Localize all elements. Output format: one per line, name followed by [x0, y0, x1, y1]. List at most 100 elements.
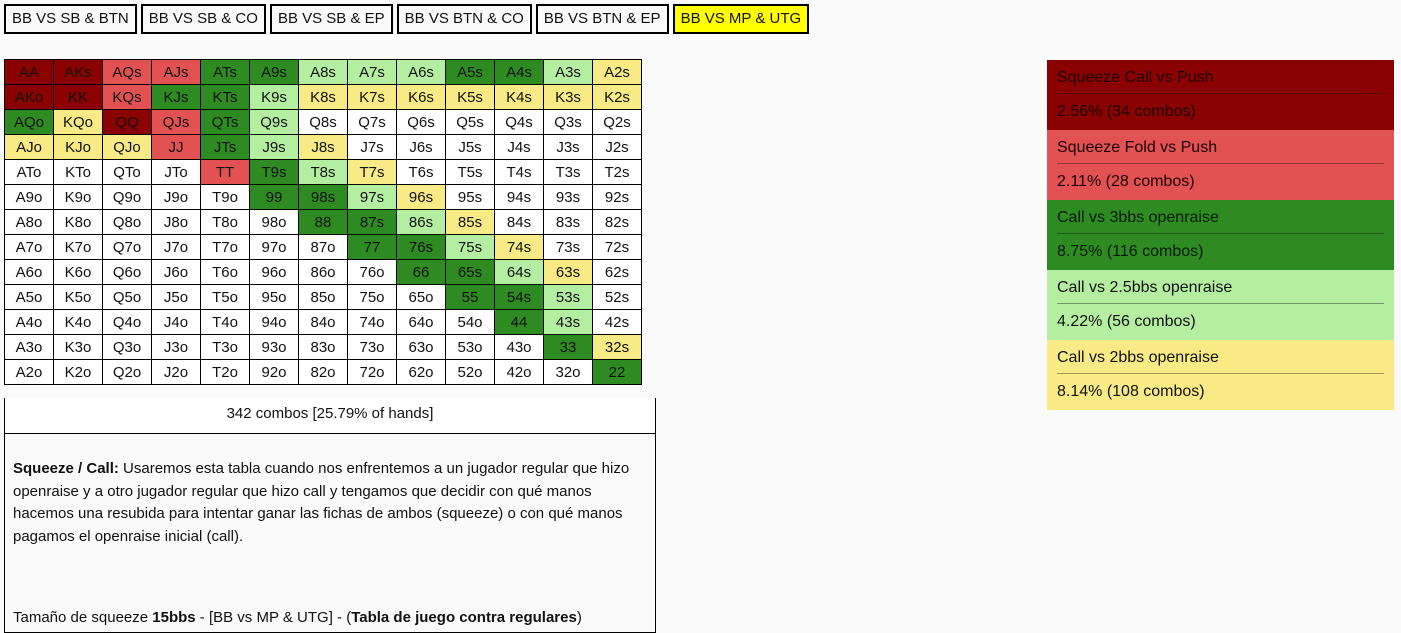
hand-cell: T7s: [347, 159, 397, 185]
hand-cell: 62o: [396, 359, 446, 385]
hand-cell: K9o: [53, 184, 103, 210]
description-body: Usaremos esta tabla cuando nos enfrentem…: [13, 460, 630, 545]
tab-bb-vs-mp-utg[interactable]: BB VS MP & UTG: [672, 4, 810, 34]
hand-cell: 42o: [494, 359, 544, 385]
hand-cell: 86o: [298, 259, 348, 285]
hand-cell: T2s: [592, 159, 642, 185]
hand-cell: Q8o: [102, 209, 152, 235]
hand-cell: Q3s: [543, 109, 593, 135]
hand-cell: ATo: [4, 159, 54, 185]
hand-cell: 96s: [396, 184, 446, 210]
hand-cell: J5s: [445, 134, 495, 160]
combos-summary: 342 combos [25.79% of hands]: [4, 398, 656, 434]
legend-call-2bbs: Call vs 2bbs openraise 8.14% (108 combos…: [1047, 340, 1394, 410]
hand-cell: 32o: [543, 359, 593, 385]
legend-title: Squeeze Call vs Push: [1057, 68, 1384, 94]
tab-bb-vs-btn-co[interactable]: BB VS BTN & CO: [396, 4, 532, 34]
hand-cell: Q3o: [102, 334, 152, 360]
hand-cell: Q4s: [494, 109, 544, 135]
hand-cell: K2o: [53, 359, 103, 385]
hand-cell: AJs: [151, 59, 201, 85]
legend-value: 8.14% (108 combos): [1057, 383, 1205, 400]
squeeze-size-prefix: Tamaño de squeeze: [13, 609, 153, 626]
squeeze-size-table: Tabla de juego contra regulares: [351, 609, 577, 626]
hand-cell: 54o: [445, 309, 495, 335]
grid-row: AQo KQo QQ QJs QTs Q9s Q8s Q7s Q6s Q5s Q4s Q3s Q2s: [4, 109, 642, 135]
legend-squeeze-call: Squeeze Call vs Push 2.56% (34 combos): [1047, 60, 1394, 130]
hand-cell: 32s: [592, 334, 642, 360]
hand-cell: K5s: [445, 84, 495, 110]
hand-cell: K4o: [53, 309, 103, 335]
hand-cell: 94s: [494, 184, 544, 210]
hand-cell: J7o: [151, 234, 201, 260]
hand-cell: T3o: [200, 334, 250, 360]
hand-cell: 43o: [494, 334, 544, 360]
hand-cell: 22: [592, 359, 642, 385]
hand-cell: QJo: [102, 134, 152, 160]
hand-cell: T7o: [200, 234, 250, 260]
hand-cell: 74s: [494, 234, 544, 260]
hand-cell: 98o: [249, 209, 299, 235]
hand-cell: J7s: [347, 134, 397, 160]
hand-cell: A9s: [249, 59, 299, 85]
hand-cell: J3o: [151, 334, 201, 360]
hand-cell: 85o: [298, 284, 348, 310]
hand-cell: T6s: [396, 159, 446, 185]
grid-row: A4o K4o Q4o J4o T4o 94o 84o 74o 64o 54o 44 43s 42s: [4, 309, 642, 335]
hand-cell: J2o: [151, 359, 201, 385]
hand-cell: T4o: [200, 309, 250, 335]
legend-call-2-5bbs: Call vs 2.5bbs openraise 4.22% (56 combo…: [1047, 270, 1394, 340]
hand-cell: Q6s: [396, 109, 446, 135]
hand-cell: A4s: [494, 59, 544, 85]
hand-cell: 74o: [347, 309, 397, 335]
hand-cell: TT: [200, 159, 250, 185]
tab-bb-vs-sb-ep[interactable]: BB VS SB & EP: [269, 4, 393, 34]
hand-cell: 92s: [592, 184, 642, 210]
description-panel: Squeeze / Call: Usaremos esta tabla cuan…: [4, 433, 656, 633]
hand-cell: KJs: [151, 84, 201, 110]
hand-cell: A4o: [4, 309, 54, 335]
hand-cell: JTo: [151, 159, 201, 185]
tab-bb-vs-sb-btn[interactable]: BB VS SB & BTN: [4, 4, 137, 34]
hand-cell: J4o: [151, 309, 201, 335]
hand-cell: 63o: [396, 334, 446, 360]
hand-cell: KTs: [200, 84, 250, 110]
hand-cell: T8s: [298, 159, 348, 185]
hand-cell: 64o: [396, 309, 446, 335]
hand-cell: 72s: [592, 234, 642, 260]
hand-cell: KK: [53, 84, 103, 110]
hand-cell: AKs: [53, 59, 103, 85]
hand-cell: J4s: [494, 134, 544, 160]
hand-cell: K4s: [494, 84, 544, 110]
tab-bb-vs-btn-ep[interactable]: BB VS BTN & EP: [535, 4, 669, 34]
hand-cell: T2o: [200, 359, 250, 385]
hand-cell: K2s: [592, 84, 642, 110]
hand-cell: 53s: [543, 284, 593, 310]
legend: Squeeze Call vs Push 2.56% (34 combos) S…: [1047, 60, 1394, 410]
hand-cell: 53o: [445, 334, 495, 360]
hand-cell: 93o: [249, 334, 299, 360]
hand-cell: AKo: [4, 84, 54, 110]
hand-cell: K8s: [298, 84, 348, 110]
legend-title: Call vs 2.5bbs openraise: [1057, 278, 1384, 304]
hand-cell: QTo: [102, 159, 152, 185]
hand-cell: A8s: [298, 59, 348, 85]
hand-cell: JTs: [200, 134, 250, 160]
hand-cell: 88: [298, 209, 348, 235]
hand-cell: 99: [249, 184, 299, 210]
hand-cell: A2s: [592, 59, 642, 85]
hand-cell: AA: [4, 59, 54, 85]
hand-cell: 87o: [298, 234, 348, 260]
tab-bb-vs-sb-co[interactable]: BB VS SB & CO: [140, 4, 266, 34]
hand-cell: A9o: [4, 184, 54, 210]
hand-cell: A2o: [4, 359, 54, 385]
hand-cell: AQs: [102, 59, 152, 85]
hand-cell: 63s: [543, 259, 593, 285]
legend-value: 2.11% (28 combos): [1057, 173, 1195, 190]
legend-call-3bbs: Call vs 3bbs openraise 8.75% (116 combos…: [1047, 200, 1394, 270]
grid-row: A9o K9o Q9o J9o T9o 99 98s 97s 96s 95s 94s 93s 92s: [4, 184, 642, 210]
grid-row: A3o K3o Q3o J3o T3o 93o 83o 73o 63o 53o 43o 33 32s: [4, 334, 642, 360]
range-tabs: BB VS SB & BTN BB VS SB & CO BB VS SB & …: [4, 4, 810, 34]
hand-cell: K8o: [53, 209, 103, 235]
hand-cell: Q2s: [592, 109, 642, 135]
